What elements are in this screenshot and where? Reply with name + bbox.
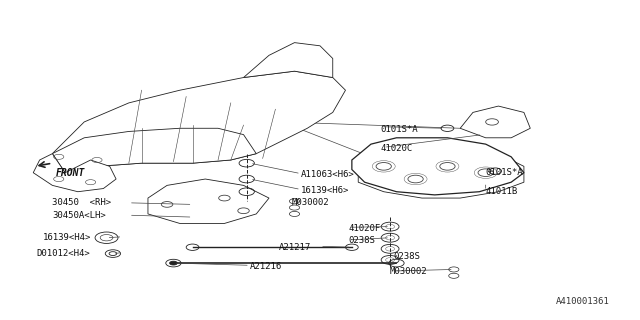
Text: 0101S*A: 0101S*A [381, 125, 418, 134]
Text: 41011B: 41011B [486, 187, 518, 196]
Polygon shape [33, 154, 116, 192]
Text: 0101S*A: 0101S*A [486, 168, 524, 177]
Polygon shape [148, 179, 269, 223]
Text: A11063<H6>: A11063<H6> [301, 170, 355, 179]
Polygon shape [52, 128, 256, 173]
Text: M030002: M030002 [390, 267, 428, 276]
Polygon shape [460, 106, 531, 138]
Text: 16139<H6>: 16139<H6> [301, 186, 349, 195]
Polygon shape [352, 138, 524, 195]
Text: 30450A<LH>: 30450A<LH> [52, 211, 106, 220]
Text: A410001361: A410001361 [556, 297, 609, 306]
Polygon shape [244, 43, 333, 77]
Text: M030002: M030002 [291, 198, 329, 207]
Text: 30450  <RH>: 30450 <RH> [52, 198, 111, 207]
Text: A21217: A21217 [278, 243, 311, 252]
Text: 0238S: 0238S [394, 252, 420, 261]
Text: D01012<H4>: D01012<H4> [36, 249, 90, 258]
Text: 41020C: 41020C [381, 144, 413, 153]
Text: A21216: A21216 [250, 262, 282, 271]
Text: FRONT: FRONT [56, 168, 85, 178]
Polygon shape [52, 71, 346, 173]
Text: 0238S: 0238S [349, 236, 376, 245]
Text: 16139<H4>: 16139<H4> [43, 233, 91, 242]
Text: 41020F: 41020F [349, 224, 381, 233]
Circle shape [170, 261, 177, 265]
Circle shape [109, 252, 116, 255]
Polygon shape [358, 147, 524, 198]
